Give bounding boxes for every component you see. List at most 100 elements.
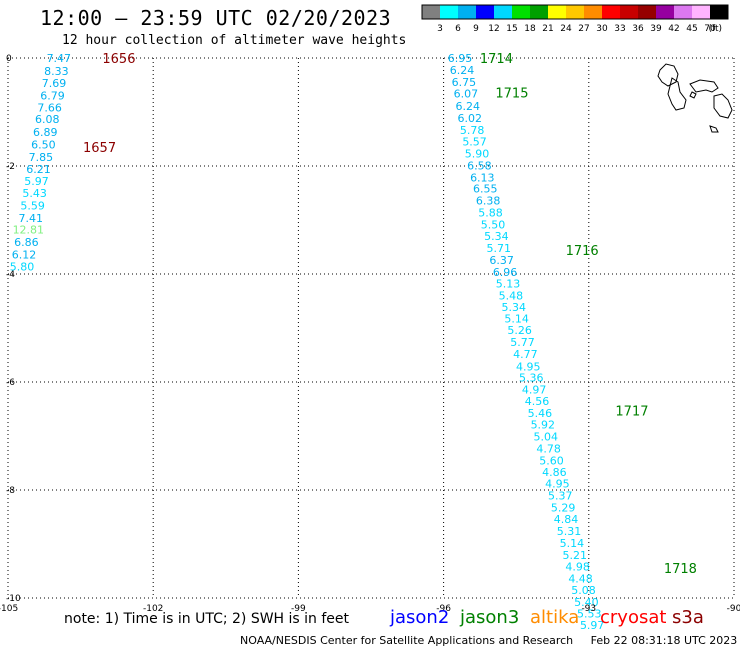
y-tick-label: -6 [6,378,15,388]
swh-point-label: 6.13 [470,171,495,184]
swh-point-label: 5.26 [507,324,532,337]
swh-point-label: 5.13 [496,278,521,291]
colorbar-label: 30 [596,24,608,34]
swh-point-label: 5.50 [481,218,506,231]
y-tick-label: 0 [6,54,12,64]
swh-point-label: 6.02 [457,112,482,125]
swh-point-label: 4.78 [536,442,561,455]
colorbar-label: 42 [668,24,679,34]
chart-title: 12:00 — 23:59 UTC 02/20/2023 [40,6,392,30]
island-outline [689,91,697,99]
island-outline [657,63,679,87]
credit-line: NOAA/NESDIS Center for Satellite Applica… [240,634,738,647]
colorbar-swatch [512,5,530,19]
swh-point-label: 5.90 [465,148,490,161]
swh-point-label: 5.88 [478,206,503,219]
swh-point-label: 5.14 [504,312,529,325]
time-label: 1715 [495,87,528,102]
satellite-legend-altika: altika [530,607,580,628]
swh-point-label: 4.56 [525,395,550,408]
swh-point-label: 6.96 [493,266,518,279]
x-tick-label: -90 [727,604,740,614]
colorbar-swatch [458,5,476,19]
swh-point-label: 6.07 [454,88,479,101]
swh-point-label: 7.47 [47,52,72,65]
swh-point-label: 5.71 [487,242,512,255]
swh-point-label: 7.66 [37,102,62,115]
island-outline [689,79,719,93]
x-tick-label: -96 [436,604,451,614]
swh-point-label: 4.84 [554,513,579,526]
swh-point-label: 5.34 [502,301,527,314]
colorbar-label: 33 [614,24,625,34]
y-tick-label: -10 [6,594,21,604]
time-label: 1714 [480,52,513,67]
swh-point-label: 5.08 [571,584,596,597]
colorbar-label: 15 [506,24,517,34]
swh-point-label: 5.80 [10,260,35,273]
colorbar-swatch [584,5,602,19]
swh-point-label: 6.21 [26,163,51,176]
grid-lines [7,57,735,599]
swh-point-label: 4.48 [568,573,593,586]
colorbar-frame [421,4,729,20]
swh-point-label: 5.57 [462,136,487,149]
swh-point-label: 5.48 [499,290,524,303]
swh-point-label: 5.31 [557,525,582,538]
colorbar-label: 70 [704,24,716,34]
colorbar-swatch [620,5,638,19]
galapagos-islands [657,63,733,133]
colorbar-swatch [638,5,656,19]
swh-point-label: 4.95 [516,360,541,373]
chart-subtitle: 12 hour collection of altimeter wave hei… [62,33,407,48]
swh-point-label: 5.53 [577,608,602,621]
colorbar-label: 39 [650,24,662,34]
swh-point-label: 5.46 [528,407,553,420]
colorbar-label: 24 [560,24,572,34]
colorbar-swatch [602,5,620,19]
swh-point-label: 6.24 [450,64,475,77]
y-tick-label: -4 [6,270,15,280]
colorbar-swatch [476,5,494,19]
time-label: 1657 [83,141,116,156]
colorbar-label: 36 [632,24,644,34]
island-outline [667,77,687,111]
colorbar-label: 12 [488,24,499,34]
colorbar-unit: (ft) [708,24,722,34]
swh-point-label: 5.92 [531,419,556,432]
island-outline [709,125,719,133]
swh-point-label: 6.75 [452,76,477,89]
swh-point-label: 5.40 [574,596,599,609]
swh-point-label: 7.69 [42,77,67,90]
satellite-legend-cryosat: cryosat [600,607,667,628]
island-outline [713,93,733,119]
swh-point-label: 8.33 [44,65,69,78]
swh-point-label: 5.60 [539,454,564,467]
swh-point-label: 5.43 [22,187,47,200]
swh-point-label: 5.34 [484,230,509,243]
x-tick-label: -99 [291,604,306,614]
swh-point-label: 4.77 [513,348,538,361]
x-tick-label: -102 [143,604,163,614]
swh-point-label: 4.86 [542,466,567,479]
time-label: 1718 [664,562,697,577]
swh-point-label: 6.12 [12,249,37,262]
swh-point-label: 5.77 [510,336,535,349]
colorbar-swatch [656,5,674,19]
swh-point-label: 5.29 [551,501,576,514]
swh-point-label: 6.55 [473,183,498,196]
swh-point-label: 5.59 [20,199,45,212]
swh-point-label: 5.21 [563,549,588,562]
colorbar-swatch [710,5,728,19]
colorbar-swatch [548,5,566,19]
swh-point-label: 6.95 [448,52,473,65]
track-marks: 7.478.337.696.797.666.086.896.507.856.21… [10,52,697,632]
swh-point-label: 7.85 [29,151,54,164]
time-label: 1716 [566,244,599,259]
swh-point-label: 5.36 [519,372,544,385]
colorbar-swatch [692,5,710,19]
satellite-legend-jason2: jason2 [390,607,450,628]
swh-point-label: 5.97 [580,619,605,632]
colorbar-label: 18 [524,24,536,34]
swh-point-label: 7.41 [18,212,43,225]
